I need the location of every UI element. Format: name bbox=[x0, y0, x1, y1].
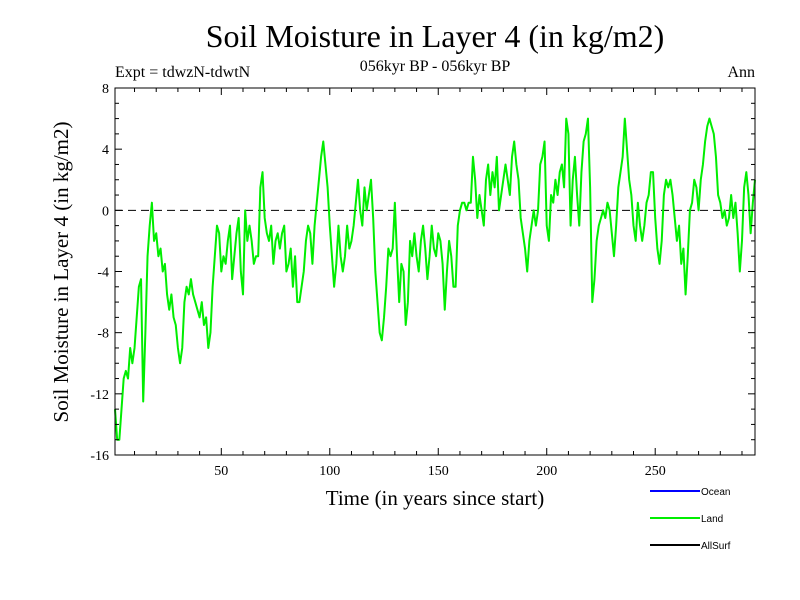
legend: Ocean Land AllSurf bbox=[650, 487, 731, 552]
y-tick-label: 8 bbox=[102, 82, 109, 97]
chart-subtitle: 056kyr BP - 056kyr BP bbox=[360, 58, 511, 75]
chart-title: Soil Moisture in Layer 4 (in kg/m2) bbox=[206, 18, 665, 54]
y-tick-label: -16 bbox=[90, 449, 109, 464]
legend-label-land: Land bbox=[701, 514, 723, 525]
y-tick-label: -8 bbox=[97, 327, 109, 342]
chart-title-group: Soil Moisture in Layer 4 (in kg/m2) 056k… bbox=[115, 18, 755, 81]
plot-frame bbox=[114, 87, 756, 456]
x-tick-label: 250 bbox=[645, 464, 666, 479]
x-tick-label: 150 bbox=[428, 464, 449, 479]
period-label: Ann bbox=[727, 64, 755, 81]
series-line-land bbox=[114, 117, 756, 441]
plot-area bbox=[114, 87, 756, 456]
x-axis-label: Time (in years since start) bbox=[326, 486, 545, 510]
x-tick-label: 200 bbox=[536, 464, 557, 479]
y-tick-label: 4 bbox=[102, 143, 109, 158]
legend-label-ocean: Ocean bbox=[701, 487, 730, 498]
axis-ticks: 8 4 0 -4 -8 -12 -16 50 100 150 200 250 bbox=[90, 82, 755, 479]
legend-label-allsurf: AllSurf bbox=[701, 541, 731, 552]
y-axis-label: Soil Moisture in Layer 4 (in kg/m2) bbox=[49, 122, 73, 423]
y-tick-label: -12 bbox=[90, 388, 109, 403]
y-tick-label: -4 bbox=[97, 266, 109, 281]
x-tick-label: 50 bbox=[214, 464, 228, 479]
x-tick-label: 100 bbox=[319, 464, 340, 479]
experiment-label: Expt = tdwzN-tdwtN bbox=[115, 64, 251, 81]
y-tick-label: 0 bbox=[102, 204, 109, 219]
